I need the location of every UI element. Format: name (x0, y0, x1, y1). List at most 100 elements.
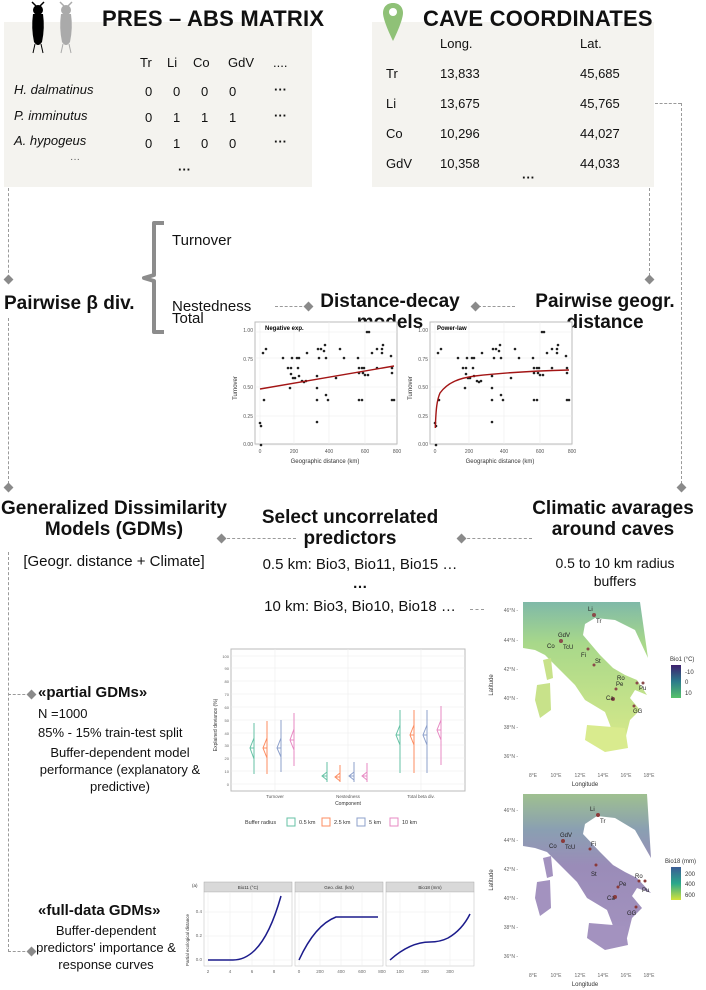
svg-text:16°E: 16°E (621, 773, 633, 779)
connector-line (8, 188, 9, 278)
svg-text:18°E: 18°E (644, 973, 656, 979)
matrix-value: 0 (201, 84, 209, 99)
arrow-diamond-icon (3, 274, 14, 285)
svg-text:200: 200 (685, 872, 696, 878)
component-turnover: Turnover (172, 232, 232, 249)
coordinates-title: CAVE COORDINATES (423, 6, 653, 31)
svg-text:400: 400 (337, 969, 345, 974)
svg-text:GdV: GdV (558, 633, 570, 639)
svg-text:36°N -: 36°N - (504, 754, 519, 760)
svg-text:GdV: GdV (560, 833, 572, 839)
svg-text:5 km: 5 km (369, 820, 381, 826)
svg-text:44°N -: 44°N - (504, 638, 519, 644)
svg-text:40°N -: 40°N - (504, 696, 519, 702)
arrow-diamond-icon (470, 301, 481, 312)
gdm-title: Generalized Dissimilarity Models (GDMs) (1, 498, 227, 540)
matrix-value: 1 (173, 110, 181, 125)
svg-text:40: 40 (225, 731, 230, 736)
svg-text:16°E: 16°E (621, 973, 633, 979)
predictors-ellipsis: … (352, 575, 368, 592)
cave-code: Li (386, 96, 397, 111)
svg-text:0.00: 0.00 (418, 442, 428, 448)
svg-text:TcU: TcU (565, 845, 575, 851)
matrix-col-header: Co (193, 55, 210, 70)
svg-text:St: St (595, 659, 601, 665)
svg-text:Ro: Ro (635, 874, 643, 880)
cave-lat: 44,027 (580, 126, 620, 141)
arrow-diamond-icon (3, 482, 14, 493)
svg-text:600: 600 (358, 969, 366, 974)
svg-text:0.5 km: 0.5 km (299, 820, 316, 826)
svg-text:600: 600 (685, 893, 696, 899)
svg-text:200: 200 (465, 449, 474, 455)
svg-text:Component: Component (335, 801, 361, 807)
cave-beetle-grey-icon (59, 1, 73, 54)
component-total: Total (172, 310, 204, 327)
svg-text:1.00: 1.00 (418, 328, 428, 334)
partial-gdms-n: N =1000 (38, 706, 88, 721)
svg-text:Turnover: Turnover (266, 794, 284, 799)
cave-lat: 45,685 (580, 66, 620, 81)
svg-text:Partial ecological distance: Partial ecological distance (185, 913, 190, 966)
svg-text:600: 600 (536, 449, 545, 455)
svg-text:60: 60 (225, 705, 230, 710)
svg-text:10: 10 (225, 769, 230, 774)
full-gdms-title: «full-data GDMs» (38, 902, 161, 919)
svg-text:Longitude: Longitude (572, 982, 599, 988)
svg-text:36°N -: 36°N - (504, 954, 519, 960)
svg-text:Latitude: Latitude (489, 869, 495, 891)
svg-text:90: 90 (225, 666, 230, 671)
svg-text:42°N -: 42°N - (504, 667, 519, 673)
matrix-col-header: GdV (228, 55, 255, 70)
svg-text:8°E: 8°E (529, 973, 538, 979)
svg-text:GG: GG (627, 911, 637, 917)
svg-text:0.50: 0.50 (418, 385, 428, 391)
svg-text:14°E: 14°E (598, 773, 610, 779)
climatic-subtitle: 0.5 to 10 km radius buffers (555, 555, 675, 589)
select-predictors-title: Select uncorrelated predictors (261, 507, 439, 549)
svg-text:10 km: 10 km (402, 820, 417, 826)
matrix-value: 0 (145, 84, 153, 99)
species-name: H. dalmatinus (14, 82, 94, 97)
svg-text:400: 400 (325, 449, 334, 455)
connector-line (649, 188, 650, 276)
cave-code: GdV (386, 156, 413, 171)
chart-title: Negative exp. (265, 326, 304, 332)
matrix-col-header: Li (167, 55, 178, 70)
svg-text:46°N -: 46°N - (504, 808, 519, 814)
matrix-more: ··· (274, 134, 287, 149)
svg-text:GG: GG (633, 709, 643, 715)
svg-text:Buffer radius: Buffer radius (245, 820, 276, 826)
svg-text:Ca: Ca (606, 696, 614, 702)
svg-text:0.75: 0.75 (418, 357, 428, 363)
predictors-0.5km: 0.5 km: Bio3, Bio11, Bio15 … (262, 556, 458, 573)
power-law-chart: Power-law 1.00 0.75 0.50 0.25 0.00 0 200 400 60… (408, 321, 576, 465)
matrix-more: ··· (274, 108, 287, 123)
connector-line (222, 538, 296, 539)
cave-coordinates-panel (372, 22, 654, 187)
svg-text:0.2: 0.2 (196, 933, 203, 938)
cave-long: 10,358 (440, 156, 480, 171)
cave-beetle-black-icon (31, 1, 45, 54)
matrix-more: ··· (274, 82, 287, 97)
svg-text:100: 100 (222, 654, 229, 659)
svg-text:4: 4 (229, 969, 232, 974)
svg-text:Nestedness: Nestedness (336, 794, 361, 799)
predictors-10km: 10 km: Bio3, Bio10, Bio18 … (264, 598, 456, 615)
svg-text:Pe: Pe (619, 882, 627, 888)
svg-text:10°E: 10°E (551, 973, 563, 979)
svg-text:Turnover: Turnover (233, 376, 239, 400)
connector-line (8, 552, 9, 952)
cave-lat: 44,033 (580, 156, 620, 171)
svg-text:Bio1 (°C): Bio1 (°C) (670, 657, 694, 663)
matrix-value: 0 (145, 136, 153, 151)
connector-line (478, 306, 515, 307)
chart-title: Power-law (437, 326, 467, 332)
arrow-diamond-icon (26, 689, 37, 700)
svg-text:0.50: 0.50 (243, 385, 253, 391)
svg-text:18°E: 18°E (644, 773, 656, 779)
curly-brace-icon (142, 221, 164, 334)
arrow-diamond-icon (303, 301, 314, 312)
svg-text:Bio18 (mm): Bio18 (mm) (665, 859, 696, 865)
